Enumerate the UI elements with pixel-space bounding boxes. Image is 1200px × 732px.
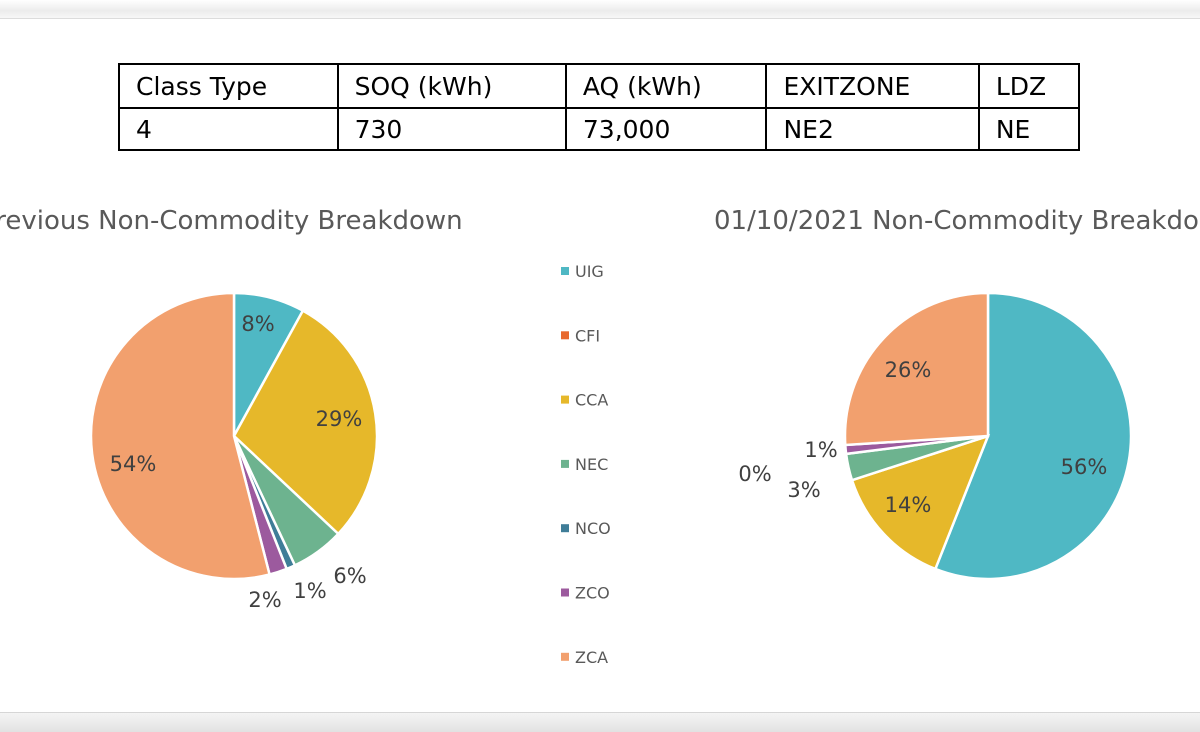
legend-label-nco: NCO [575,519,611,538]
legend-label-zca: ZCA [575,648,608,667]
legend-label-cfi: CFI [575,326,600,345]
pie1-label-nco: 1% [293,579,326,603]
top-edge-bar [0,0,1200,19]
pie1-label-zco: 2% [248,588,281,612]
pie2-label-uig: 56% [1061,455,1108,479]
pie2-label-zca: 26% [885,358,932,382]
legend-marker-uig [561,267,569,275]
bottom-edge-bar [0,712,1200,732]
pie1-label-cca: 29% [316,407,363,431]
header-class-type: Class Type [118,63,339,109]
legend-label-nec: NEC [575,455,608,474]
legend-marker-cfi [561,331,569,340]
pie-chart-previous: 8% 29% 6% 1% 2% 54% [89,291,379,612]
pie2-label-nec: 3% [787,478,820,502]
legend-marker-nec [561,459,569,468]
legend-label-cca: CCA [575,391,608,410]
pie1-label-nec: 6% [333,564,366,588]
chart-legend: UIG CFI CCA NEC NCO ZCO ZCA [561,262,611,667]
legend-marker-zca [561,652,569,661]
cell-class-type: 4 [118,107,339,151]
pie2-slice-uig [933,291,1133,581]
pie-chart-current: 56% 14% 3% 0% 1% 26% [738,291,1133,581]
pie1-slice-cca [232,308,379,536]
cell-aq: 73,000 [564,107,768,151]
table-header-row: Class Type SOQ (kWh) AQ (kWh) EXITZONE L… [118,63,1081,109]
header-soq: SOQ (kWh) [336,63,567,109]
pie2-label-zco: 1% [804,438,837,462]
cell-ldz: NE [977,107,1081,151]
legend-label-uig: UIG [575,262,604,281]
header-aq: AQ (kWh) [564,63,768,109]
pie2-label-nco: 0% [738,462,771,486]
chart-title-current: 01/10/2021 Non-Commodity Breakdown [714,206,1200,236]
cell-soq: 730 [336,107,567,151]
pie2-label-cca: 14% [885,493,932,517]
info-table: Class Type SOQ (kWh) AQ (kWh) EXITZONE L… [118,63,1081,151]
table-row: 4 730 73,000 NE2 NE [118,107,1081,151]
pie1-label-zca: 54% [110,452,157,476]
legend-marker-cca [561,395,569,404]
header-exitzone: EXITZONE [765,63,980,109]
header-ldz: LDZ [977,63,1081,109]
pie1-slice-zca [89,291,272,581]
legend-label-zco: ZCO [575,584,610,603]
legend-marker-zco [561,588,569,597]
pie2-slice-zca [843,291,990,447]
legend-marker-nco [561,524,569,533]
cell-exitzone: NE2 [765,107,980,151]
pie1-label-uig: 8% [241,312,274,336]
chart-title-previous: Previous Non-Commodity Breakdown [0,206,463,236]
